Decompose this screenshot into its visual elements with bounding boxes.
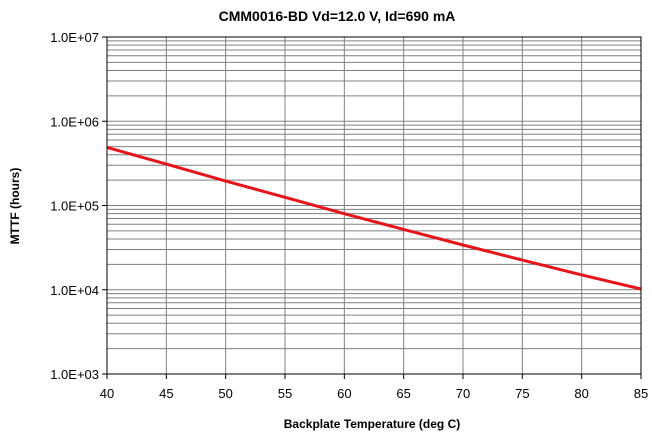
y-tick-label: 1.0E+03 <box>50 367 99 382</box>
grid <box>106 37 642 375</box>
x-tick-label: 45 <box>159 386 173 401</box>
y-tick-label: 1.0E+07 <box>50 30 99 45</box>
x-axis-label: Backplate Temperature (deg C) <box>284 417 461 431</box>
y-tick-labels: 1.0E+03 1.0E+04 1.0E+05 1.0E+06 1.0E+07 <box>50 30 107 382</box>
series-layer <box>106 145 642 291</box>
y-tick-label: 1.0E+04 <box>50 283 99 298</box>
x-tick-label: 70 <box>456 386 470 401</box>
x-tick-label: 50 <box>218 386 232 401</box>
x-tick-label: 75 <box>515 386 529 401</box>
x-tick-label: 85 <box>634 386 648 401</box>
x-tick-labels: 40 45 50 55 60 65 70 75 80 85 <box>100 374 648 401</box>
x-tick-label: 60 <box>337 386 351 401</box>
x-tick-label: 80 <box>574 386 588 401</box>
series-line <box>106 145 642 291</box>
y-tick-label: 1.0E+06 <box>50 114 99 129</box>
chart-title: CMM0016-BD Vd=12.0 V, Id=690 mA <box>219 8 456 24</box>
y-tick-label: 1.0E+05 <box>50 199 99 214</box>
x-tick-label: 65 <box>396 386 410 401</box>
y-axis-label: MTTF (hours) <box>8 168 22 245</box>
x-tick-label: 40 <box>100 386 114 401</box>
x-tick-label: 55 <box>278 386 292 401</box>
